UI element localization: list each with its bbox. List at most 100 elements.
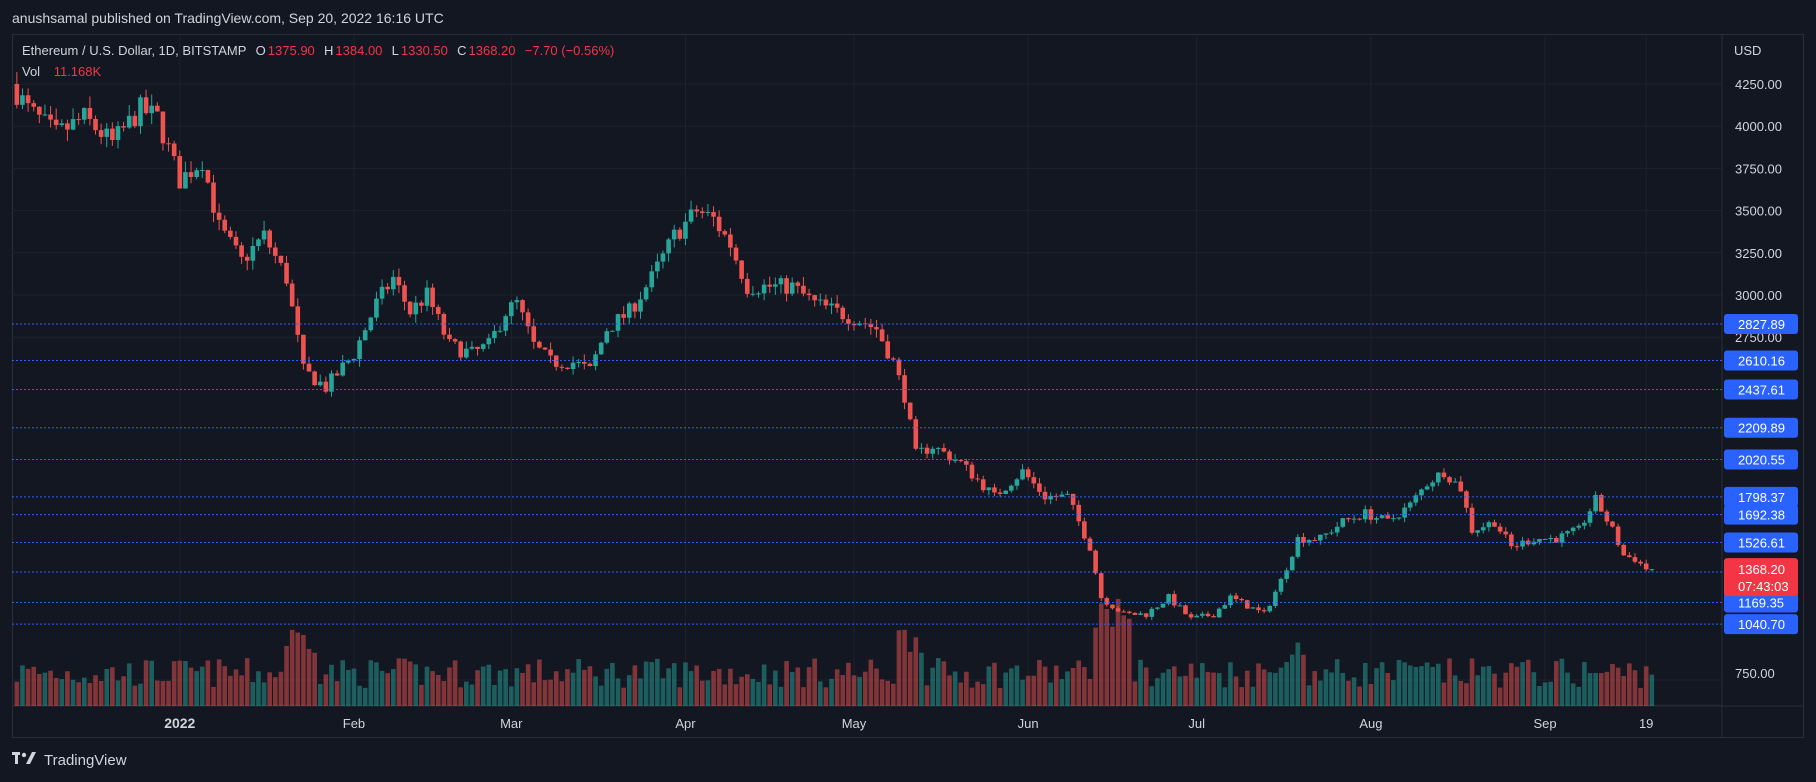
- candle-body: [941, 447, 947, 452]
- candle-body: [1413, 495, 1419, 503]
- volume-bar: [1244, 670, 1250, 706]
- candle-body: [638, 299, 643, 312]
- candle-body: [1211, 616, 1216, 618]
- candle-body: [1278, 578, 1284, 592]
- volume-bar: [480, 666, 486, 706]
- candle-body: [733, 247, 739, 261]
- volume-bar: [273, 677, 278, 706]
- volume-bar: [306, 648, 312, 706]
- tradingview-logo[interactable]: TradingView: [12, 751, 127, 769]
- candle-body: [413, 302, 419, 315]
- candle-body: [1104, 598, 1110, 605]
- candle-body: [396, 276, 402, 286]
- volume-bar: [857, 676, 862, 706]
- volume-bar: [160, 681, 166, 706]
- volume-bar: [784, 661, 789, 706]
- volume-bar: [250, 682, 256, 706]
- candle-body: [1098, 573, 1104, 599]
- candle-body: [194, 170, 199, 177]
- candle-body: [1464, 491, 1469, 508]
- change-value: −7.70 (−0.56%): [524, 43, 615, 58]
- candle-body: [1559, 533, 1565, 543]
- volume-bar: [469, 684, 475, 706]
- volume-bar: [1509, 663, 1514, 706]
- volume-bar: [59, 679, 65, 706]
- volume-bar: [1486, 666, 1492, 706]
- volume-bar: [1121, 615, 1126, 706]
- volume-bar: [1014, 665, 1020, 706]
- volume-bar: [1531, 672, 1537, 706]
- volume-bar: [1627, 663, 1632, 706]
- candle-body: [1222, 605, 1228, 609]
- candle-body: [997, 492, 1003, 494]
- volume-bar: [1503, 672, 1509, 706]
- candle-body: [188, 172, 194, 177]
- candle-body: [520, 300, 525, 313]
- candle-body: [1082, 521, 1087, 539]
- volume-bar: [14, 681, 20, 706]
- level-label-bg: [1724, 486, 1798, 507]
- candle-body: [806, 293, 812, 296]
- chart-panel[interactable]: [12, 34, 1804, 738]
- volume-bar: [1554, 661, 1559, 706]
- candle-body: [1436, 472, 1441, 483]
- candle-body: [1419, 489, 1424, 496]
- volume-bar: [1301, 654, 1306, 706]
- candle-body: [295, 306, 301, 335]
- volume-bar: [20, 665, 25, 706]
- volume-bar: [1480, 666, 1486, 706]
- volume-bar: [1374, 668, 1379, 706]
- candle-body: [1289, 556, 1295, 571]
- volume-bar: [1143, 667, 1149, 706]
- candle-body: [626, 303, 632, 318]
- candle-body: [1396, 517, 1402, 519]
- volume-bar: [756, 682, 761, 706]
- volume-bar: [1037, 659, 1042, 706]
- candle-body: [683, 221, 688, 239]
- volume-bar: [1334, 659, 1340, 706]
- volume-bar: [1261, 669, 1267, 706]
- volume-bar: [284, 645, 289, 706]
- candle-body: [789, 282, 795, 294]
- volume-bar: [879, 679, 885, 706]
- volume-bar: [447, 667, 452, 706]
- candle-body: [301, 334, 306, 364]
- candle-body: [677, 229, 683, 239]
- candle-body: [205, 170, 211, 183]
- volume-bar: [1565, 672, 1570, 706]
- volume-bar: [452, 660, 458, 706]
- candle-body: [868, 324, 874, 328]
- volume-bar: [362, 687, 368, 706]
- volume-bar: [1413, 666, 1419, 706]
- volume-bar: [115, 680, 121, 706]
- volume-bar: [570, 672, 576, 706]
- candle-body: [1121, 611, 1126, 613]
- volume-bar: [317, 683, 323, 706]
- candle-body: [728, 234, 733, 248]
- candle-body: [896, 359, 902, 376]
- volume-bar: [385, 673, 390, 706]
- volume-bar: [789, 671, 795, 706]
- candle-body: [1441, 472, 1447, 478]
- candle-body: [1548, 537, 1553, 539]
- volume-bar: [930, 667, 935, 706]
- candle-body: [964, 461, 969, 465]
- volume-bar: [688, 671, 694, 706]
- volume-bar: [233, 669, 239, 706]
- volume-bar: [1138, 659, 1143, 706]
- level-label-bg: [1724, 379, 1798, 400]
- volume-bar: [997, 687, 1003, 706]
- volume-bar: [660, 678, 666, 706]
- candle-body: [1615, 526, 1621, 545]
- volume-bar: [166, 680, 171, 706]
- price-tick-label: 4000.00: [1735, 119, 1782, 134]
- volume-bar: [340, 660, 346, 706]
- candle-body: [1447, 477, 1452, 483]
- level-label-bg: [1724, 314, 1798, 335]
- candle-body: [267, 230, 272, 248]
- candle-body: [138, 97, 143, 127]
- volume-bar: [48, 670, 53, 706]
- volume-bar: [329, 664, 334, 706]
